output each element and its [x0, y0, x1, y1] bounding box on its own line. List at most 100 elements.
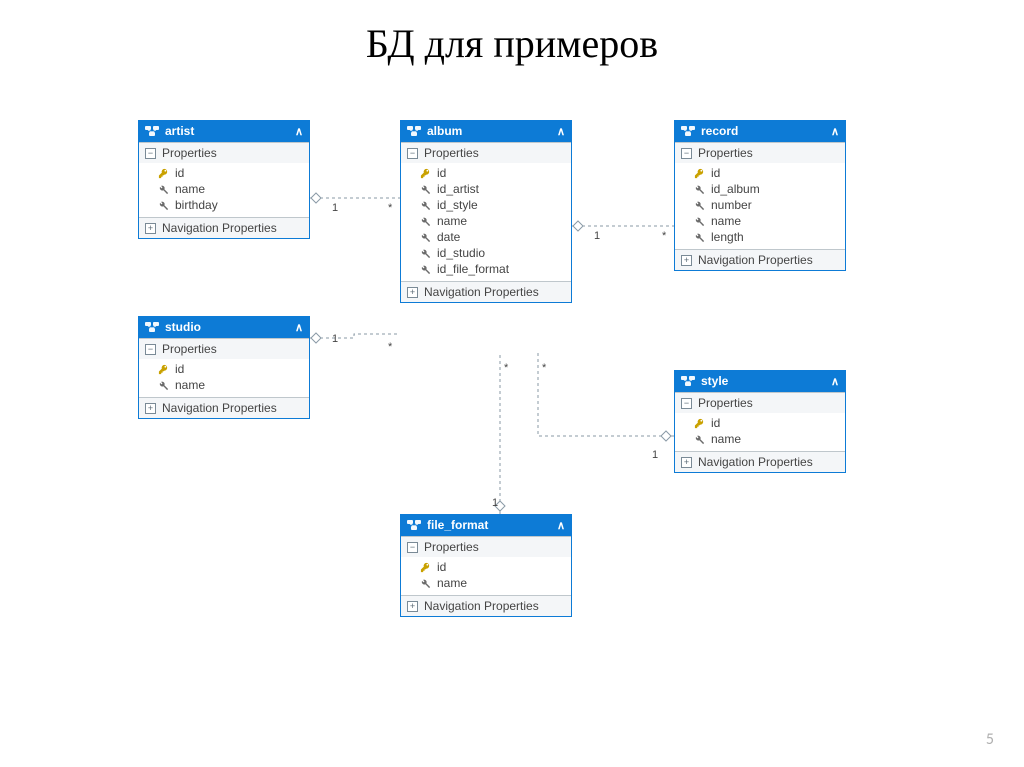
entity-header[interactable]: album ∧ — [401, 121, 571, 142]
entity-style[interactable]: style∧−Properties id name +Navigation Prope… — [674, 370, 846, 473]
property-row[interactable]: name — [139, 377, 309, 393]
property-row[interactable]: date — [401, 229, 571, 245]
property-row[interactable]: id — [139, 361, 309, 377]
plus-icon: + — [681, 255, 692, 266]
key-icon — [419, 168, 431, 179]
entity-album[interactable]: album ∧ −Properties id id_artistid_stylename… — [400, 120, 572, 303]
property-row[interactable]: number — [675, 197, 845, 213]
properties-header[interactable]: −Properties — [675, 393, 845, 413]
collapse-icon[interactable]: ∧ — [295, 125, 303, 138]
collapse-icon[interactable]: ∧ — [557, 519, 565, 532]
nav-properties-header[interactable]: +Navigation Properties — [675, 452, 845, 472]
entity-record[interactable]: record∧−Properties id id_albumnumbernamele… — [674, 120, 846, 271]
wrench-icon — [157, 200, 169, 211]
minus-icon: − — [145, 344, 156, 355]
property-name: name — [437, 214, 467, 228]
cardinality-label: * — [662, 230, 666, 242]
property-row[interactable]: name — [401, 213, 571, 229]
entity-header[interactable]: style∧ — [675, 371, 845, 392]
property-row[interactable]: id_file_format — [401, 261, 571, 277]
property-row[interactable]: name — [675, 213, 845, 229]
properties-label: Properties — [698, 396, 753, 410]
properties-header[interactable]: −Properties — [139, 143, 309, 163]
property-name: id — [175, 362, 184, 376]
properties-header[interactable]: −Properties — [401, 143, 571, 163]
collapse-icon[interactable]: ∧ — [557, 125, 565, 138]
wrench-icon — [693, 200, 705, 211]
entity-file_format[interactable]: file_format∧−Propertiesidname+Navigation… — [400, 514, 572, 617]
property-name: id — [437, 166, 446, 180]
property-name: id — [175, 166, 184, 180]
nav-properties-header[interactable]: +Navigation Properties — [675, 250, 845, 270]
entity-title: studio — [165, 320, 201, 334]
entity-icon — [145, 126, 159, 136]
property-name: date — [437, 230, 460, 244]
collapse-icon[interactable]: ∧ — [831, 125, 839, 138]
entity-artist[interactable]: artist ∧ −Properties idnamebirthday +Navigat… — [138, 120, 310, 239]
properties-label: Properties — [424, 146, 479, 160]
collapse-icon[interactable]: ∧ — [295, 321, 303, 334]
properties-list: id name — [675, 413, 845, 451]
property-row[interactable]: id — [675, 165, 845, 181]
property-row[interactable]: id_artist — [401, 181, 571, 197]
property-row[interactable]: id — [139, 165, 309, 181]
plus-icon: + — [681, 457, 692, 468]
property-row[interactable]: name — [401, 575, 571, 591]
slide: БД для примеров artist∧−Propertiesidname… — [0, 0, 1024, 767]
property-row[interactable]: id — [675, 415, 845, 431]
property-name: name — [175, 378, 205, 392]
nav-properties-header[interactable]: +Navigation Properties — [139, 398, 309, 418]
key-icon — [693, 168, 705, 179]
property-row[interactable]: name — [139, 181, 309, 197]
wrench-icon — [419, 578, 431, 589]
properties-header[interactable]: −Properties — [675, 143, 845, 163]
page-number: 5 — [986, 730, 994, 749]
cardinality-label: 1 — [492, 497, 498, 509]
entity-studio[interactable]: studio ∧ −Properties id name +Navigation Prop… — [138, 316, 310, 419]
property-name: id_album — [711, 182, 760, 196]
property-name: id — [711, 166, 720, 180]
property-row[interactable]: id_album — [675, 181, 845, 197]
property-row[interactable]: birthday — [139, 197, 309, 213]
entity-header[interactable]: artist ∧ — [139, 121, 309, 142]
wrench-icon — [693, 434, 705, 445]
property-name: id_artist — [437, 182, 479, 196]
properties-list: idname — [401, 557, 571, 595]
property-row[interactable]: id — [401, 559, 571, 575]
wrench-icon — [157, 184, 169, 195]
property-row[interactable]: length — [675, 229, 845, 245]
properties-header[interactable]: −Properties — [401, 537, 571, 557]
nav-properties-header[interactable]: +Navigation Properties — [401, 596, 571, 616]
property-row[interactable]: id — [401, 165, 571, 181]
entity-title: artist — [165, 124, 194, 138]
property-row[interactable]: id_style — [401, 197, 571, 213]
key-icon — [693, 418, 705, 429]
entity-header[interactable]: file_format ∧ — [401, 515, 571, 536]
properties-header[interactable]: −Properties — [139, 339, 309, 359]
entity-title: file_format — [427, 518, 488, 532]
nav-properties-header[interactable]: + Navigation Properties — [401, 282, 571, 302]
property-row[interactable]: id_studio — [401, 245, 571, 261]
entity-header[interactable]: studio ∧ — [139, 317, 309, 338]
key-icon — [419, 562, 431, 573]
entity-header[interactable]: record∧ — [675, 121, 845, 142]
property-name: id — [711, 416, 720, 430]
nav-properties-label: Navigation Properties — [162, 221, 277, 235]
nav-properties-label: Navigation Properties — [424, 285, 539, 299]
property-name: name — [711, 432, 741, 446]
entity-title: album — [427, 124, 462, 138]
minus-icon: − — [407, 148, 418, 159]
property-name: name — [437, 576, 467, 590]
nav-properties-header[interactable]: +Navigation Properties — [139, 218, 309, 238]
cardinality-label: * — [504, 362, 508, 374]
entity-icon — [681, 126, 695, 136]
wrench-icon — [693, 184, 705, 195]
property-row[interactable]: name — [675, 431, 845, 447]
plus-icon: + — [407, 287, 418, 298]
wrench-icon — [419, 232, 431, 243]
property-name: id_file_format — [437, 262, 509, 276]
property-name: name — [711, 214, 741, 228]
connector-line — [538, 352, 674, 436]
wrench-icon — [419, 184, 431, 195]
collapse-icon[interactable]: ∧ — [831, 375, 839, 388]
